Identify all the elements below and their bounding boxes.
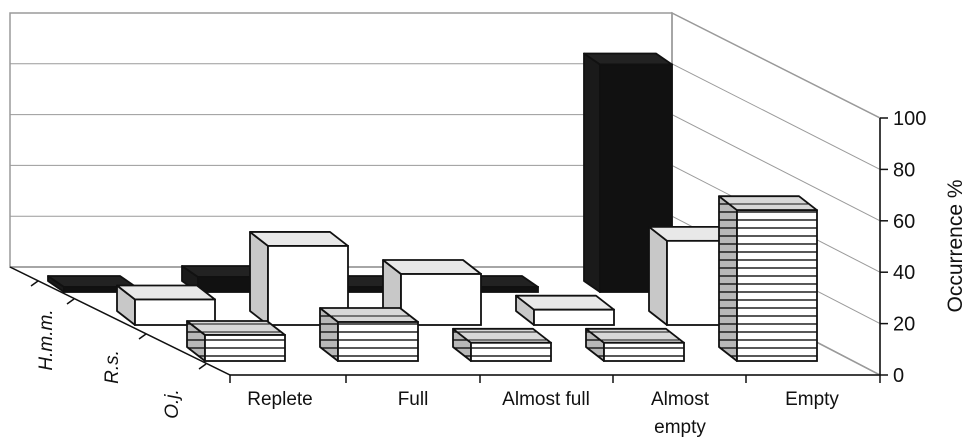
bar xyxy=(319,307,419,362)
depth-tick-mark xyxy=(138,333,147,340)
bar-top xyxy=(319,307,419,323)
gridline-side xyxy=(671,12,881,119)
bar-side xyxy=(718,195,738,362)
bar-top xyxy=(718,195,818,212)
bar xyxy=(515,294,615,326)
bar-front xyxy=(400,273,482,326)
y-tick-label: 0 xyxy=(893,365,904,387)
bar-top xyxy=(515,294,615,311)
depth-tick-mark xyxy=(66,298,75,305)
bar-front xyxy=(533,308,615,326)
series-2 xyxy=(186,195,818,362)
bar xyxy=(249,231,349,326)
category-label: Empty xyxy=(785,389,839,410)
category-label: Almost full xyxy=(502,389,590,410)
bar xyxy=(585,327,685,362)
category-label: Almost xyxy=(651,389,710,410)
bar-front xyxy=(736,209,818,362)
bar xyxy=(116,284,216,326)
bar-top xyxy=(585,327,685,344)
bar-side xyxy=(648,225,668,326)
bar-side xyxy=(583,52,601,293)
bar xyxy=(186,320,286,362)
bar-top xyxy=(116,284,216,301)
bar-top xyxy=(382,259,482,275)
chart-labels: 0 20 40 60 80 100 Occurrence % H.m.m. R.s. O.j. Re… xyxy=(36,108,967,438)
depth-tick-mark xyxy=(198,363,207,370)
y-axis-title: Occurrence % xyxy=(944,179,967,312)
series-label: O.j. xyxy=(162,389,183,419)
bar-top xyxy=(452,327,552,344)
series-label: H.m.m. xyxy=(36,309,57,370)
bar-front xyxy=(337,321,419,362)
category-label: empty xyxy=(654,417,706,438)
series-label: R.s. xyxy=(102,350,123,384)
bar-top xyxy=(249,231,349,247)
gridline-side xyxy=(671,63,881,170)
category-label: Replete xyxy=(247,389,313,410)
series-0 xyxy=(47,52,673,293)
chart-bars xyxy=(47,52,818,362)
y-tick-label: 20 xyxy=(893,314,915,336)
y-tick-label: 60 xyxy=(893,211,915,233)
bar-side xyxy=(249,231,269,326)
bar xyxy=(47,275,137,293)
bar xyxy=(452,327,552,362)
bar-front xyxy=(603,341,685,362)
category-label: Full xyxy=(398,389,429,410)
bar-top xyxy=(583,52,673,66)
bar-front xyxy=(204,334,286,362)
y-tick-label: 40 xyxy=(893,262,915,284)
gridline-side xyxy=(671,114,881,222)
bar-front xyxy=(470,341,552,362)
y-tick-label: 80 xyxy=(893,159,915,181)
depth-axis-line xyxy=(9,266,231,376)
back-wall xyxy=(9,12,673,268)
depth-tick-mark xyxy=(30,280,39,287)
y-tick-label: 100 xyxy=(893,108,926,130)
bar-front xyxy=(134,298,216,326)
bar xyxy=(718,195,818,362)
bar-top xyxy=(186,320,286,336)
